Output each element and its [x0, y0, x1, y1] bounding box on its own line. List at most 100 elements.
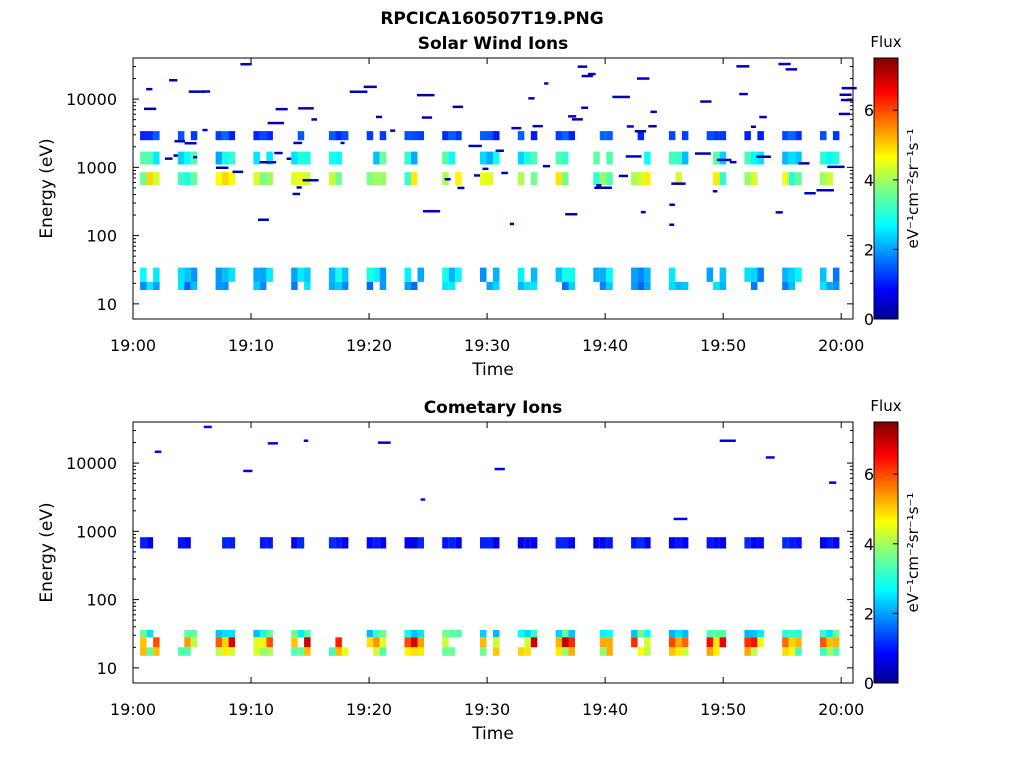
flux-cell: [750, 172, 758, 186]
flux-cell: [681, 637, 689, 648]
flux-cell: [379, 537, 387, 549]
flux-cell: [291, 537, 298, 549]
flux-cell: [411, 131, 418, 141]
flux-cell: [606, 267, 613, 282]
colorbar-tick-label: 0: [864, 674, 874, 693]
flux-cell: [222, 281, 229, 290]
x-tick-label: 19:10: [228, 336, 274, 355]
flux-cell: [644, 172, 651, 186]
flux-cell: [719, 439, 736, 442]
flux-cell: [568, 629, 575, 638]
flux-cell: [297, 647, 305, 656]
flux-cell: [555, 131, 563, 141]
flux-cell: [788, 267, 796, 282]
x-axis-label: Time: [471, 360, 514, 380]
flux-cell: [795, 131, 802, 141]
flux-cell: [480, 151, 487, 165]
flux-cell: [562, 131, 569, 141]
plot-frame: [132, 57, 854, 320]
flux-cell: [335, 647, 342, 656]
flux-cell: [222, 267, 229, 282]
flux-cell: [215, 281, 223, 290]
flux-cell: [376, 115, 383, 119]
flux-cell: [826, 537, 833, 549]
flux-cell: [304, 629, 311, 638]
flux-cell: [275, 107, 288, 111]
flux-cell: [568, 281, 575, 290]
flux-cell: [719, 172, 727, 186]
flux-cell: [404, 151, 411, 165]
flux-cell: [631, 281, 638, 290]
flux-cell: [820, 131, 827, 141]
flux-cell: [495, 149, 504, 152]
flux-cell: [719, 629, 727, 638]
flux-cell: [729, 160, 737, 164]
flux-cell: [417, 131, 424, 141]
flux-cell: [266, 647, 273, 656]
flux-cell: [782, 281, 789, 290]
flux-cell: [713, 537, 720, 549]
flux-cell: [190, 281, 198, 290]
flux-cell: [442, 281, 449, 290]
flux-cell: [820, 629, 827, 638]
flux-cell: [328, 647, 336, 656]
flux-cell: [190, 637, 198, 648]
colorbar-tick-label: 4: [864, 171, 874, 190]
flux-cell: [644, 629, 651, 638]
flux-cell: [202, 90, 211, 93]
x-tick-label: 20:00: [818, 700, 864, 719]
flux-cell: [820, 281, 827, 290]
flux-cell: [366, 637, 374, 648]
flux-cell: [713, 629, 720, 638]
flux-cell: [644, 537, 651, 549]
flux-cell: [744, 537, 751, 549]
flux-cell: [291, 637, 298, 648]
flux-cell: [675, 172, 682, 186]
flux-cell: [568, 647, 575, 656]
flux-cell: [379, 281, 387, 290]
flux-cell: [650, 110, 657, 114]
flux-cell: [565, 213, 578, 216]
flux-cell: [599, 537, 607, 549]
flux-cell: [530, 267, 538, 282]
flux-cell: [184, 142, 197, 145]
flux-cell: [304, 151, 311, 165]
flux-cell: [719, 637, 727, 648]
flux-cell: [795, 637, 802, 648]
flux-cell: [228, 537, 236, 549]
flux-cell: [675, 281, 682, 290]
flux-cell: [839, 93, 852, 96]
figure-title: RPCICA160507T19.PNG: [380, 9, 603, 29]
flux-cell: [184, 172, 191, 186]
flux-cell: [259, 267, 267, 282]
flux-cell: [228, 647, 236, 656]
flux-cell: [259, 537, 267, 549]
flux-cell: [626, 125, 634, 128]
flux-cell: [404, 537, 411, 549]
flux-cell: [577, 65, 588, 68]
flux-cell: [423, 210, 441, 213]
flux-cell: [184, 267, 191, 282]
flux-cell: [411, 537, 418, 549]
flux-cell: [648, 125, 657, 128]
flux-cell: [562, 647, 569, 656]
flux-cell: [795, 267, 802, 282]
flux-cell: [177, 151, 185, 165]
flux-cell: [555, 267, 563, 282]
flux-cell: [266, 629, 273, 638]
flux-cell: [782, 629, 789, 638]
flux-cell: [379, 267, 387, 282]
flux-cell: [442, 537, 449, 549]
flux-cell: [468, 144, 482, 148]
flux-cell: [366, 629, 374, 638]
flux-cell: [788, 131, 796, 141]
flux-cell: [154, 450, 162, 453]
flux-cell: [455, 131, 462, 141]
flux-cell: [719, 151, 727, 165]
flux-cell: [820, 267, 827, 282]
flux-cell: [832, 637, 840, 648]
flux-cell: [820, 647, 827, 656]
flux-cell: [820, 172, 827, 186]
flux-cell: [153, 647, 160, 656]
flux-cell: [240, 63, 252, 66]
